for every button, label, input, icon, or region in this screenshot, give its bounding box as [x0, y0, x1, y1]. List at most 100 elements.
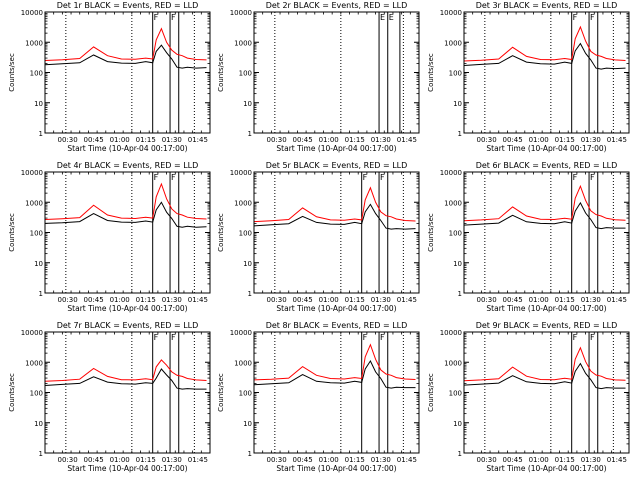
x-tick-label: 01:00 [319, 456, 339, 464]
x-axis-label: Start Time (10-Apr-04 00:17:00) [276, 304, 396, 313]
y-tick-label: 10 [34, 260, 43, 268]
x-tick-label: 00:45 [84, 456, 104, 464]
series-line-events [463, 42, 626, 70]
x-tick-label: 01:00 [529, 456, 549, 464]
y-axis-label: Counts/sec [427, 53, 435, 92]
x-axis-label: Start Time (10-Apr-04 00:17:00) [67, 144, 187, 153]
y-tick-label: 10 [453, 420, 462, 428]
x-tick-label: 01:45 [607, 296, 627, 304]
plot-frame [463, 331, 630, 454]
series-line-lld [253, 186, 416, 223]
x-tick-label: 01:45 [188, 136, 208, 144]
x-tick-label: 01:00 [529, 136, 549, 144]
x-tick-label: 01:45 [188, 456, 208, 464]
y-tick-label: 10 [34, 100, 43, 108]
x-tick-label: 01:30 [371, 136, 391, 144]
y-tick-label: 1 [458, 130, 462, 138]
panel-title: Det 9r BLACK = Events, RED = LLD [476, 321, 618, 330]
x-axis-label: Start Time (10-Apr-04 00:17:00) [67, 464, 187, 473]
y-tick-label: 1000 [25, 199, 43, 207]
y-axis-label: Counts/sec [217, 373, 225, 412]
x-tick-label: 01:00 [110, 296, 130, 304]
x-tick-label: 01:15 [136, 296, 156, 304]
y-tick-label: 100 [30, 70, 43, 78]
panel-title: Det 4r BLACK = Events, RED = LLD [57, 161, 199, 170]
x-tick-label: 00:30 [266, 136, 286, 144]
series-line-lld [463, 25, 626, 62]
x-tick-label: 01:15 [345, 456, 365, 464]
legend-mark: F [380, 173, 385, 182]
x-tick-label: 01:15 [136, 456, 156, 464]
plot-frame [253, 331, 420, 454]
panel-title: Det 5r BLACK = Events, RED = LLD [266, 161, 408, 170]
y-tick-label: 1 [458, 290, 462, 298]
x-tick-label: 01:00 [110, 136, 130, 144]
y-axis-label: Counts/sec [8, 373, 16, 412]
y-tick-label: 1000 [234, 199, 252, 207]
y-tick-label: 10 [243, 260, 252, 268]
y-tick-label: 1000 [444, 359, 462, 367]
x-tick-label: 00:30 [266, 456, 286, 464]
y-tick-label: 1 [458, 450, 462, 458]
plot-frame [44, 171, 211, 294]
x-axis-label: Start Time (10-Apr-04 00:17:00) [486, 144, 606, 153]
x-tick-label: 00:45 [503, 456, 523, 464]
x-tick-label: 00:30 [57, 456, 77, 464]
plot-frame [463, 11, 630, 134]
x-tick-label: 00:45 [84, 296, 104, 304]
panel-det-7: Det 7r BLACK = Events, RED = LLD F F 1 10 100… [8, 321, 211, 473]
y-tick-label: 10 [243, 420, 252, 428]
x-tick-label: 00:45 [503, 296, 523, 304]
panel-det-1: Det 1r BLACK = Events, RED = LLD F F 1 10 100… [8, 1, 211, 153]
y-axis-label: Counts/sec [427, 373, 435, 412]
x-tick-label: 01:30 [581, 136, 601, 144]
y-tick-label: 10000 [230, 329, 252, 337]
panel-det-2: Det 2r BLACK = Events, RED = LLD E E 1 10 100… [217, 1, 420, 153]
y-tick-label: 1000 [444, 199, 462, 207]
panel-title: Det 6r BLACK = Events, RED = LLD [476, 161, 618, 170]
y-tick-label: 100 [449, 230, 462, 238]
y-tick-label: 10000 [21, 9, 43, 17]
x-tick-label: 00:30 [476, 456, 496, 464]
legend-mark: F [573, 173, 578, 182]
x-tick-label: 01:15 [555, 136, 575, 144]
series-line-events [253, 359, 416, 389]
x-tick-label: 00:45 [84, 136, 104, 144]
x-tick-label: 01:15 [345, 136, 365, 144]
y-tick-label: 10000 [440, 9, 462, 17]
plot-frame [44, 11, 211, 134]
y-tick-label: 10000 [440, 169, 462, 177]
y-tick-label: 10 [243, 100, 252, 108]
x-tick-label: 00:30 [266, 296, 286, 304]
y-tick-label: 1000 [25, 39, 43, 47]
x-tick-label: 01:30 [162, 136, 182, 144]
x-axis-label: Start Time (10-Apr-04 00:17:00) [486, 464, 606, 473]
x-tick-label: 01:30 [371, 456, 391, 464]
panel-title: Det 7r BLACK = Events, RED = LLD [57, 321, 199, 330]
y-axis-label: Counts/sec [427, 213, 435, 252]
x-tick-label: 01:15 [555, 456, 575, 464]
y-tick-label: 1 [248, 130, 252, 138]
x-tick-label: 01:45 [607, 136, 627, 144]
x-axis-label: Start Time (10-Apr-04 00:17:00) [276, 464, 396, 473]
y-tick-label: 10 [453, 100, 462, 108]
x-tick-label: 01:15 [555, 296, 575, 304]
series-line-events [44, 44, 207, 69]
panel-det-3: Det 3r BLACK = Events, RED = LLD F F 1 10 100… [427, 1, 630, 153]
x-tick-label: 01:30 [162, 456, 182, 464]
x-tick-label: 01:45 [397, 136, 417, 144]
y-tick-label: 10000 [440, 329, 462, 337]
panel-det-5: Det 5r BLACK = Events, RED = LLD F F 1 10 100… [217, 161, 420, 313]
y-tick-label: 1 [39, 450, 43, 458]
x-tick-label: 01:15 [345, 296, 365, 304]
series-line-events [463, 362, 626, 390]
y-axis-label: Counts/sec [8, 213, 16, 252]
x-axis-label: Start Time (10-Apr-04 00:17:00) [486, 304, 606, 313]
series-line-lld [44, 359, 207, 382]
x-tick-label: 00:45 [503, 136, 523, 144]
series-line-events [44, 368, 207, 390]
panel-det-8: Det 8r BLACK = Events, RED = LLD F F 1 10 100… [217, 321, 420, 473]
x-tick-label: 00:45 [293, 456, 313, 464]
y-tick-label: 1 [39, 290, 43, 298]
panel-title: Det 3r BLACK = Events, RED = LLD [476, 1, 618, 10]
